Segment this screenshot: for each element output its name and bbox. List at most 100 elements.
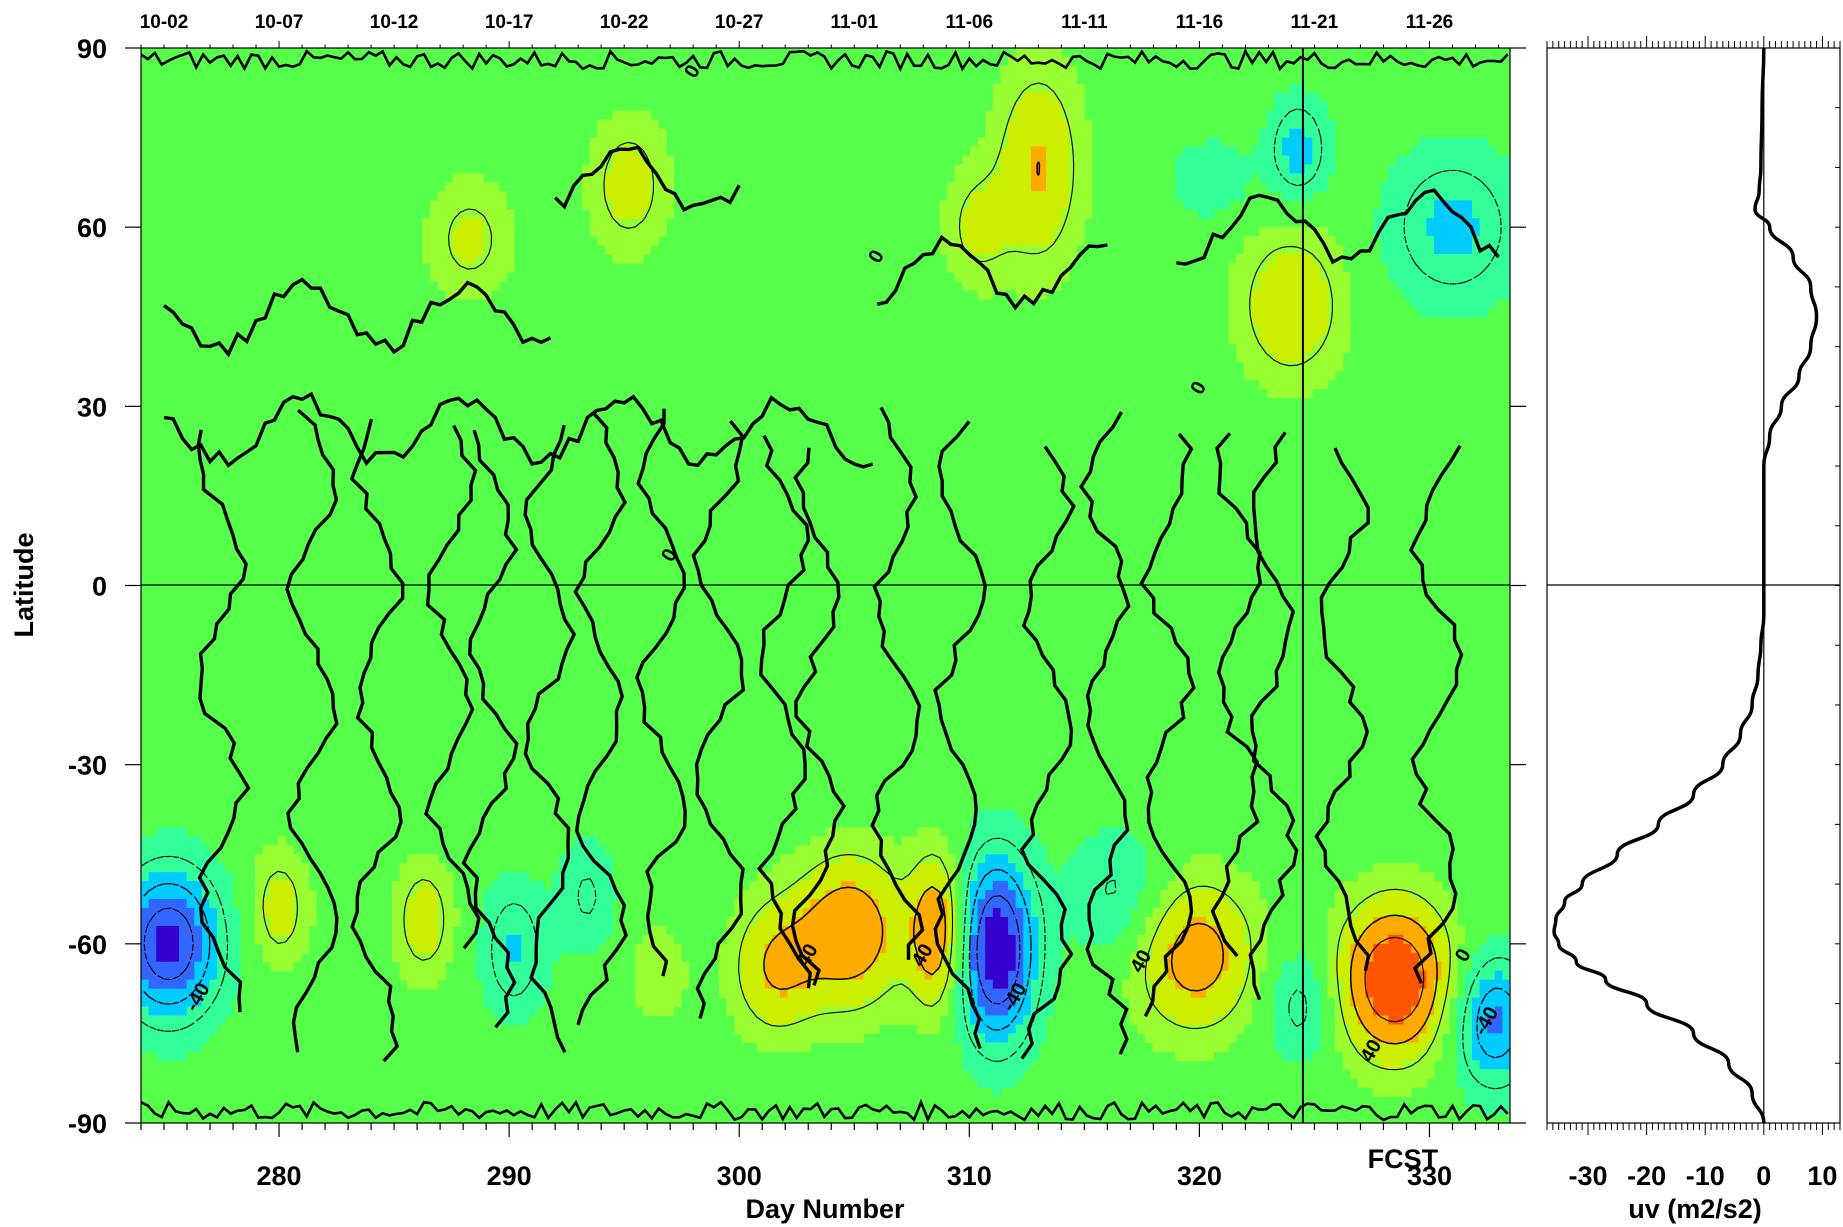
field-cell [1418,298,1427,309]
field-cell [475,245,484,255]
field-cell [665,943,674,954]
field-cell [582,173,591,183]
field-cell [863,979,872,990]
field-cell [1373,1087,1382,1097]
field-cell [886,952,895,963]
field-cell [1441,254,1450,264]
field-cell [1122,881,1131,891]
field-cell [1137,1015,1146,1026]
field-cell [1023,182,1032,192]
field-cell [1015,827,1024,837]
field-cell [1449,952,1458,963]
field-cell [650,155,659,166]
field-cell [909,890,918,900]
field-cell [1137,979,1146,990]
field-cell [1433,970,1443,981]
field-cell [1502,997,1510,1008]
field-cell [1205,1042,1214,1052]
field-cell [536,970,545,981]
field-cell [1137,997,1146,1008]
field-cell [772,881,781,891]
field-cell [1365,961,1374,972]
field-cell [148,1024,157,1035]
field-cell [658,173,667,183]
field-cell [1487,1087,1496,1097]
field-cell [635,173,644,183]
field-cell [1015,979,1024,990]
field-cell [863,1024,872,1035]
field-cell [650,997,659,1008]
field-cell [475,925,484,936]
field-cell [1030,289,1040,300]
field-cell [452,218,462,228]
field-cell [422,961,431,972]
field-cell [939,979,948,990]
field-cell [1243,236,1253,246]
field-cell [970,961,979,972]
field-cell [1205,925,1214,936]
field-cell [148,1042,157,1052]
field-cell [901,916,910,927]
field-cell [795,1033,804,1043]
field-cell [612,173,621,183]
field-cell [1312,137,1321,148]
field-cell [1319,334,1329,345]
field-cell [1030,1051,1040,1061]
field-cell [992,845,1002,855]
field-cell [1182,155,1192,166]
field-cell [1403,997,1412,1008]
field-cell [1046,245,1055,255]
zero-contour [554,145,741,212]
field-cell [635,137,644,148]
field-cell [985,182,994,192]
field-cell [1373,218,1382,228]
field-cell [947,191,956,201]
field-cell [1213,1006,1222,1017]
field-cell [620,164,629,175]
field-cell [468,236,477,246]
field-cell [1220,1015,1230,1026]
field-cell [817,836,827,846]
field-cell [1160,934,1169,945]
field-cell [642,146,652,157]
field-cell [1015,110,1024,121]
field-cell [1502,182,1510,192]
field-cell [430,952,439,963]
field-cell [939,854,948,864]
field-cell [1281,388,1291,398]
field-cell [985,952,994,963]
field-cell [1487,943,1496,954]
field-cell [1411,988,1420,999]
field-cell [1411,1042,1420,1052]
field-cell [1479,1069,1488,1079]
field-cell [1403,1060,1412,1070]
field-cell [1319,352,1329,363]
field-cell [1304,1051,1313,1061]
field-cell [931,943,941,954]
field-cell [1236,988,1245,999]
field-cell [954,218,963,228]
field-cell [802,872,811,882]
field-cell [734,934,743,945]
field-cell [1030,988,1040,999]
field-cell [422,881,431,891]
field-cell [1008,119,1017,130]
field-cell [1289,182,1298,192]
field-cell [293,916,302,927]
field-cell [186,934,195,945]
field-cell [1000,1033,1009,1043]
field-cell [1000,83,1009,94]
field-cell [1228,1024,1237,1035]
field-cell [787,952,796,963]
field-cell [1335,1042,1344,1052]
field-cell [848,1024,857,1035]
field-cell [878,845,887,855]
field-cell [992,1006,1002,1017]
field-cell [551,925,560,936]
field-cell [734,899,743,909]
field-cell [1441,182,1450,192]
field-cell [1220,908,1230,918]
field-cell [1403,1033,1412,1043]
field-cell [1403,988,1412,999]
field-cell [536,890,545,900]
